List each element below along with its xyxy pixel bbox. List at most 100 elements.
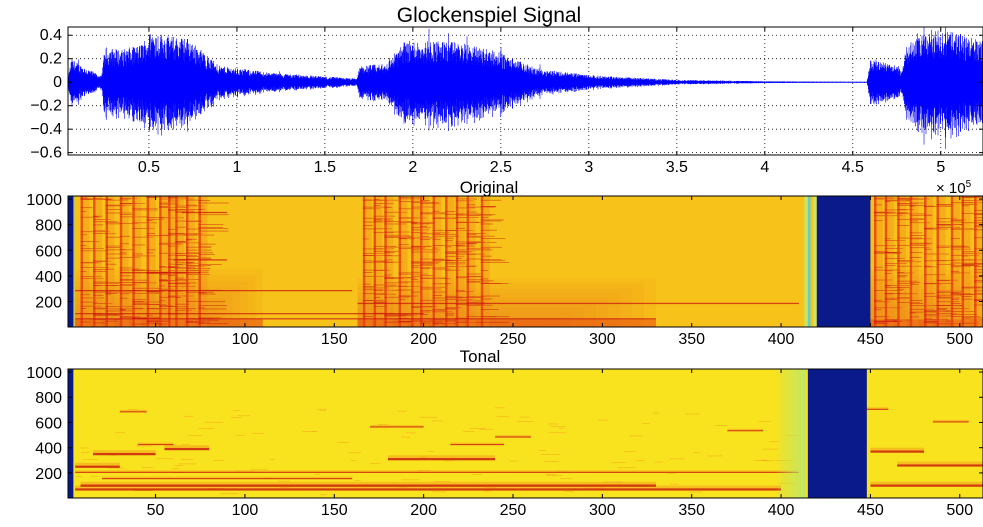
tonal-speck xyxy=(232,409,241,411)
partial-streak xyxy=(936,294,963,296)
partial-streak xyxy=(961,200,983,201)
tonal-speck xyxy=(401,479,421,481)
partial-streak xyxy=(455,227,466,229)
partial-streak xyxy=(974,196,983,198)
partial-streak xyxy=(884,263,907,265)
partial-streak xyxy=(168,285,196,287)
onset-stripe xyxy=(398,196,402,327)
partial-streak xyxy=(146,308,168,309)
partial-streak xyxy=(93,198,103,200)
partial-streak xyxy=(884,212,905,214)
tonal-speck xyxy=(204,421,224,423)
partial-streak xyxy=(480,309,499,310)
partial-streak xyxy=(185,238,197,240)
partial-streak xyxy=(398,217,418,219)
partial-streak xyxy=(974,300,983,302)
x-tick-label: 4.5 xyxy=(842,159,864,176)
partial-streak xyxy=(373,261,389,263)
tonal-halo xyxy=(75,462,120,466)
partial-streak xyxy=(362,248,384,250)
partial-streak xyxy=(93,224,104,226)
partial-streak xyxy=(884,297,909,299)
partial-streak xyxy=(961,222,983,224)
partial-streak xyxy=(950,271,960,272)
tonal-line xyxy=(870,450,925,453)
tonal-speck xyxy=(134,490,153,492)
tonal-speck xyxy=(543,461,560,462)
partial-streak xyxy=(909,316,919,318)
tonal-speck xyxy=(546,475,563,476)
tonal-speck xyxy=(774,460,794,461)
onset-stripe xyxy=(80,196,84,327)
partial-streak xyxy=(924,321,939,323)
partial-streak xyxy=(480,223,493,225)
partial-streak xyxy=(373,221,382,223)
partial-streak xyxy=(198,228,229,229)
partial-streak xyxy=(480,206,497,207)
tonal-speck xyxy=(180,459,193,460)
partial-streak xyxy=(961,246,970,248)
partial-streak xyxy=(159,265,166,267)
partial-streak xyxy=(384,277,395,279)
partial-streak xyxy=(924,228,948,230)
partial-streak xyxy=(950,265,964,267)
partial-streak xyxy=(974,226,983,228)
partial-streak xyxy=(936,305,963,306)
partial-streak xyxy=(384,296,410,298)
partial-streak xyxy=(466,280,481,282)
partial-streak xyxy=(384,219,391,221)
partial-streak xyxy=(466,243,474,245)
partial-streak xyxy=(455,291,474,293)
partial-streak xyxy=(159,207,189,208)
partial-streak xyxy=(909,257,922,258)
x-tick-label: 200 xyxy=(410,502,437,519)
partial-streak xyxy=(884,270,893,272)
partial-streak xyxy=(884,240,906,242)
partial-streak xyxy=(384,315,406,317)
partial-streak xyxy=(897,260,914,261)
waveform-panel: Glockenspiel Signal 0.5 1 1.5 2 2.5 3 3.5 4 4.5 5… xyxy=(30,4,983,176)
tonal-speck xyxy=(107,467,125,469)
partial-streak xyxy=(445,307,462,309)
partial-streak xyxy=(132,316,161,318)
partial-streak xyxy=(924,266,939,268)
partial-streak xyxy=(132,301,145,302)
partial-streak xyxy=(420,236,429,238)
partial-streak xyxy=(146,217,165,218)
partial-streak xyxy=(924,322,939,324)
partial-streak xyxy=(105,306,135,308)
x-tick-label: 400 xyxy=(768,331,795,348)
partial-streak xyxy=(185,320,193,322)
onset-stripe xyxy=(146,196,150,327)
partial-streak xyxy=(909,305,938,307)
partial-streak xyxy=(936,227,961,228)
tonal-speck xyxy=(348,452,361,454)
onset-decay xyxy=(161,196,169,327)
partial-streak xyxy=(93,216,99,218)
partial-streak xyxy=(373,219,394,221)
x-tick-label: 150 xyxy=(321,502,348,519)
partial-streak xyxy=(432,202,439,204)
tonal-speck xyxy=(183,415,193,417)
partial-streak xyxy=(466,241,485,243)
partial-streak xyxy=(480,214,496,216)
partial-streak xyxy=(974,237,983,239)
tonal-speck xyxy=(278,480,290,482)
partial-streak xyxy=(455,200,474,202)
partial-streak xyxy=(432,217,457,219)
partial-streak xyxy=(420,267,430,269)
onset-stripe xyxy=(924,196,927,327)
empty-region xyxy=(807,369,867,498)
tonal-speck xyxy=(75,476,82,477)
partial-streak xyxy=(455,321,483,323)
partial-streak xyxy=(420,275,433,277)
partial-streak xyxy=(873,290,903,291)
partial-streak xyxy=(198,214,229,216)
onset-decay xyxy=(177,196,185,327)
tonal-speck xyxy=(667,473,676,474)
partial-streak xyxy=(924,228,933,230)
sustained-line xyxy=(173,259,228,261)
partial-streak xyxy=(185,246,211,248)
partial-streak xyxy=(384,259,393,261)
waveform-title: Glockenspiel Signal xyxy=(397,4,581,27)
